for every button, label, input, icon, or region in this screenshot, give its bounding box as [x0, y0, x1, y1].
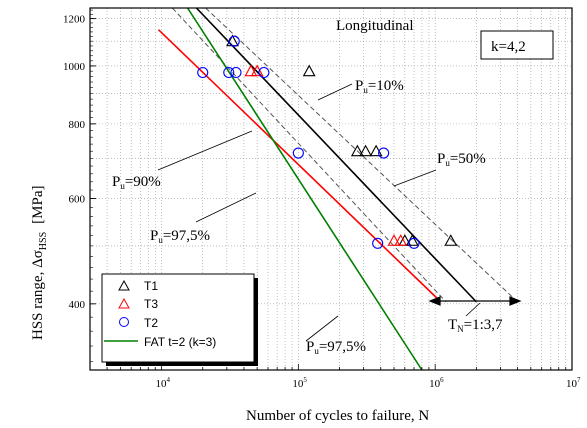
point-t1: [405, 234, 419, 246]
title-longitudinal: Longitudinal: [336, 18, 414, 34]
legend-item-t3: T3: [118, 297, 158, 311]
y-tick-label: 1000: [63, 61, 86, 73]
grid: [89, 8, 572, 370]
axis-ticks: 400 600 800 1000 1200 104 105 106 107: [63, 9, 581, 390]
svg-text:Pu=97,5%: Pu=97,5%: [150, 228, 210, 245]
x-tick-label: 107: [566, 376, 581, 390]
data-points: [197, 34, 458, 249]
sn-line-3: [172, 7, 447, 303]
point-t2: [228, 35, 240, 47]
point-t1: [350, 144, 364, 157]
svg-text:FAT t=2 (k=3): FAT t=2 (k=3): [144, 335, 216, 349]
point-t3: [250, 64, 264, 77]
legend: T1 T3 T2 FAT t=2 (k=3): [101, 273, 258, 366]
point-t1: [444, 234, 458, 246]
point-t2: [292, 147, 304, 159]
leader-tn: [465, 302, 481, 317]
y-tick-label: 800: [69, 119, 86, 131]
point-t3: [394, 234, 408, 246]
triangle-icon: [118, 279, 130, 291]
x-tick-label: 104: [156, 376, 171, 390]
legend-item-t1: T1: [118, 279, 158, 293]
leader-p975-bottom: [305, 315, 339, 342]
annotation-tn: TN=1:3,7: [448, 317, 503, 334]
leader-p975-left: [195, 192, 257, 223]
point-t3: [244, 64, 258, 77]
annotation-p50: Pu=50%: [437, 151, 486, 168]
point-t2: [197, 66, 209, 79]
annotation-p90: Pu=90%: [112, 174, 161, 191]
annotation-p975-bottom: Pu=97,5%: [306, 339, 366, 356]
x-tick-label: 105: [292, 376, 307, 390]
point-t2: [223, 66, 235, 79]
point-t2: [408, 237, 420, 249]
svg-text:T1: T1: [144, 279, 158, 293]
svg-text:T3: T3: [144, 297, 158, 311]
triangle-icon: [118, 297, 130, 309]
leader-p90: [157, 130, 253, 171]
svg-text:Pu=97,5%: Pu=97,5%: [306, 339, 366, 356]
point-t3: [387, 234, 401, 246]
k-label: k=4,2: [491, 39, 526, 55]
legend-item-t2: T2: [119, 316, 158, 330]
annotation-p10: Pu=10%: [355, 78, 404, 95]
tn-arrow: [428, 296, 522, 306]
point-t2: [372, 237, 384, 249]
point-t1: [369, 144, 383, 157]
leader-p50: [393, 169, 437, 187]
y-tick-label: 600: [69, 194, 86, 206]
sn-line-1: [157, 29, 442, 303]
svg-text:T2: T2: [144, 316, 158, 330]
plot-frame: [89, 7, 573, 371]
x-tick-label: 106: [429, 376, 444, 390]
point-t2: [258, 66, 270, 79]
point-t2: [378, 147, 390, 159]
y-tick-label: 1200: [63, 14, 86, 26]
svg-text:Pu=50%: Pu=50%: [437, 151, 486, 168]
legend-item-fat: FAT t=2 (k=3): [104, 335, 216, 349]
leader-p10: [317, 83, 353, 101]
svg-text:TN=1:3,7: TN=1:3,7: [448, 317, 503, 334]
point-t1: [302, 64, 316, 77]
point-t2: [230, 66, 242, 79]
svg-text:Pu=10%: Pu=10%: [355, 78, 404, 95]
y-tick-label: 400: [69, 299, 86, 311]
svg-text:Pu=90%: Pu=90%: [112, 174, 161, 191]
point-t1: [359, 144, 373, 157]
sn-line-0: [195, 7, 477, 303]
annotation-p975-left: Pu=97,5%: [150, 228, 210, 245]
circle-icon: [119, 317, 129, 327]
y-axis-label: HSS range, ΔσHSS[MPa]: [30, 186, 49, 341]
x-axis-label: Number of cycles to failure, N: [246, 408, 429, 424]
leader-lines: [157, 83, 481, 342]
k-box: [480, 30, 554, 60]
